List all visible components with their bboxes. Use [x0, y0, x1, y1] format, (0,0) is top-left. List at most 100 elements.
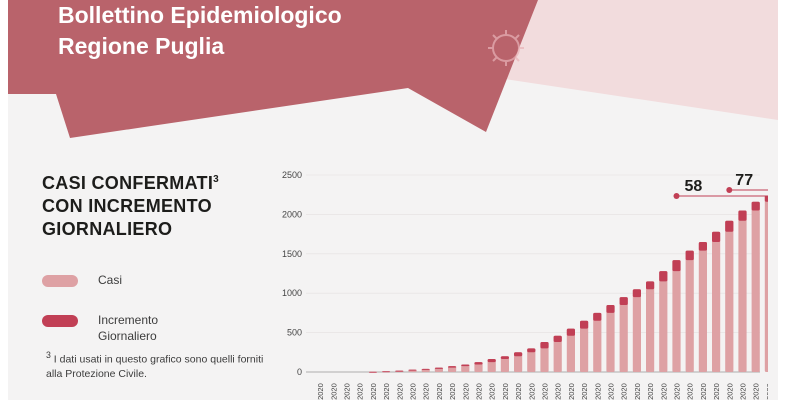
bar-incremento [566, 328, 575, 336]
bar-casi [619, 297, 628, 372]
x-tick-label: /2020 [752, 383, 761, 400]
bar-incremento [408, 369, 417, 371]
x-tick-label: /2020 [395, 383, 404, 400]
infographic-frame: Bollettino Epidemiologico Regione Puglia… [8, 0, 778, 400]
chart-title-line-2: CON INCREMENTO [42, 196, 212, 216]
virus-icon [488, 30, 524, 66]
x-tick-label: /2020 [461, 383, 470, 400]
bar-incremento [500, 356, 509, 359]
bar-incremento [448, 366, 457, 368]
x-tick-label: /2020 [633, 383, 642, 400]
bar-casi [606, 305, 615, 372]
bar-casi [487, 358, 496, 372]
bar-casi [474, 362, 483, 372]
x-tick-label: /2020 [435, 383, 444, 400]
bar-incremento [685, 250, 694, 261]
x-tick-label: /2020 [620, 383, 629, 400]
x-tick-label: /2020 [409, 383, 418, 400]
legend-label-casi: Casi [98, 273, 123, 287]
bar-incremento [474, 362, 483, 365]
page-edge [778, 0, 794, 400]
bar-incremento [738, 210, 747, 221]
x-tick-label: /2020 [646, 383, 655, 400]
bar-casi [580, 320, 589, 372]
y-tick-label: 0 [297, 367, 302, 377]
x-tick-label: /2020 [448, 383, 457, 400]
y-tick-label: 1000 [282, 288, 302, 298]
bar-chart: 0 500 1000 1500 2000 2500/2020/2020/2020/2020… [282, 170, 768, 400]
x-tick-label: /2020 [567, 383, 576, 400]
bar-casi [500, 356, 509, 372]
x-tick-label: /2020 [329, 383, 338, 400]
bar-casi [527, 348, 536, 372]
bar-casi [566, 328, 575, 372]
bar-incremento [421, 368, 430, 370]
x-tick-label: /2020 [765, 383, 768, 400]
banner-dark-shape [8, 0, 538, 138]
x-tick-label: /2020 [593, 383, 602, 400]
bar-incremento [764, 195, 768, 202]
bar-incremento [553, 335, 562, 343]
bar-casi [540, 342, 549, 372]
x-tick-label: /2020 [712, 383, 721, 400]
x-tick-label: /2020 [316, 383, 325, 400]
chart-title-superscript: 3 [213, 174, 220, 185]
header-banner [8, 0, 778, 138]
bar-casi [646, 281, 655, 372]
legend-label-incremento: Incremento Giornaliero [98, 312, 218, 344]
chart-title-line-1: CASI CONFERMATI [42, 173, 214, 193]
x-tick-label: /2020 [527, 383, 536, 400]
x-tick-label: /2020 [554, 383, 563, 400]
x-tick-label: /2020 [422, 383, 431, 400]
y-tick-label: 1500 [282, 249, 302, 259]
footnote-text: I dati usati in questo grafico sono quel… [46, 353, 264, 380]
title-line-1: Bollettino Epidemiologico [58, 2, 342, 28]
x-tick-label: /2020 [580, 383, 589, 400]
x-tick-label: /2020 [356, 383, 365, 400]
legend-label-incremento-line-1: Incremento [98, 313, 159, 327]
bar-incremento [487, 358, 496, 363]
bar-casi [553, 335, 562, 372]
x-tick-label: /2020 [725, 383, 734, 400]
bar-casi [672, 260, 681, 372]
x-tick-label: /2020 [739, 383, 748, 400]
x-tick-label: /2020 [607, 383, 616, 400]
bar-incremento [646, 281, 655, 290]
bar-casi [514, 352, 523, 372]
bar-incremento [434, 367, 443, 369]
title-line-2: Regione Puglia [58, 33, 225, 59]
bar-casi [738, 210, 747, 372]
bar-incremento [751, 201, 760, 211]
bar-casi [632, 289, 641, 372]
x-tick-label: /2020 [541, 383, 550, 400]
bar-casi [685, 250, 694, 372]
footnote-marker: 3 [46, 350, 51, 360]
bar-incremento [527, 348, 536, 353]
bar-incremento [672, 260, 681, 272]
x-tick-label: /2020 [514, 383, 523, 400]
bar-incremento [712, 231, 721, 242]
bar-incremento [580, 320, 589, 329]
bar-incremento [632, 289, 641, 298]
bar-incremento [395, 370, 404, 372]
x-tick-label: /2020 [343, 383, 352, 400]
bar-incremento [514, 352, 523, 357]
y-tick-label: 2500 [282, 170, 302, 180]
x-tick-label: /2020 [659, 383, 668, 400]
annotation-dot [673, 193, 680, 199]
bar-incremento [698, 241, 707, 251]
x-tick-label: /2020 [488, 383, 497, 400]
bar-casi [593, 312, 602, 372]
annotation-dot [726, 187, 733, 193]
bar-incremento [659, 271, 668, 282]
x-tick-label: /2020 [699, 383, 708, 400]
legend-label-incremento-line-2: Giornaliero [98, 329, 157, 343]
bar-incremento [606, 305, 615, 313]
bar-casi [461, 364, 470, 372]
y-tick-label: 500 [287, 328, 302, 338]
bar-incremento [461, 364, 470, 367]
bar-incremento [382, 371, 391, 373]
y-tick-label: 2000 [282, 209, 302, 219]
page-title: Bollettino Epidemiologico Regione Puglia [58, 0, 342, 62]
x-tick-label: /2020 [369, 383, 378, 400]
